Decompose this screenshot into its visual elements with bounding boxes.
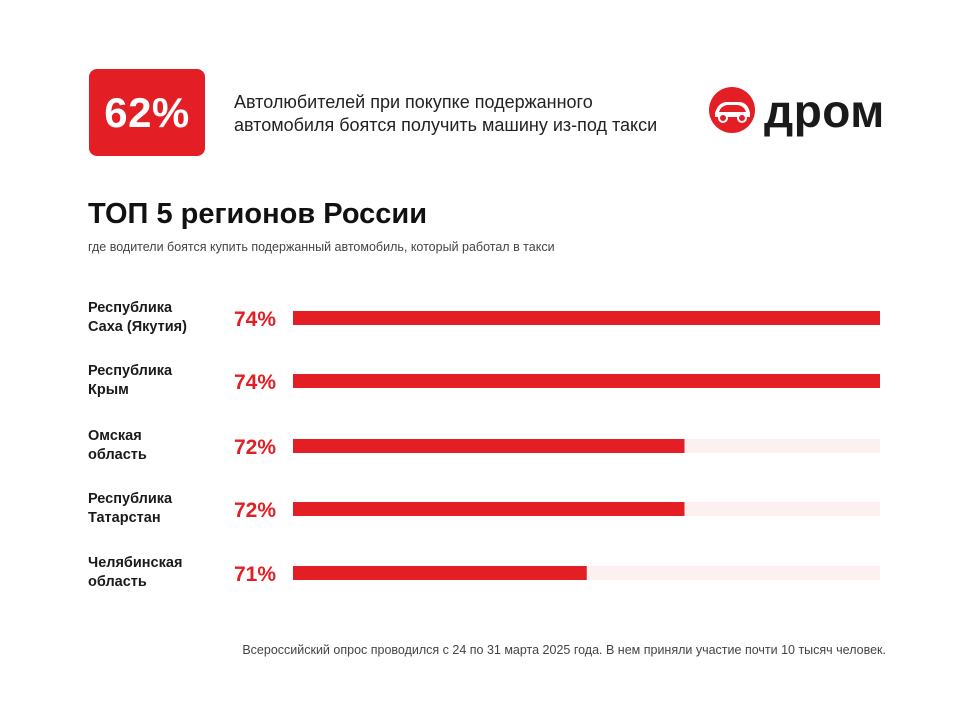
- bar: [293, 566, 587, 580]
- footnote: Всероссийский опрос проводился с 24 по 3…: [242, 643, 886, 657]
- value-label: 74%: [234, 308, 276, 331]
- category-label: область: [88, 447, 147, 463]
- bar: [293, 502, 685, 516]
- category-label: Республика: [88, 491, 173, 507]
- bar-chart: Республика Саха (Якутия) 74% Республика Крым…: [88, 300, 880, 590]
- value-label: 72%: [234, 499, 276, 522]
- category-label: Саха (Якутия): [88, 319, 187, 335]
- category-label: Омская: [88, 428, 142, 444]
- value-label: 72%: [234, 436, 276, 459]
- chart-title: ТОП 5 регионов России: [88, 198, 428, 230]
- headline-stat-text: Автолюбителей при покупке подержанного а…: [234, 92, 658, 135]
- bar: [293, 374, 880, 388]
- headline-stat-value: 62%: [104, 88, 190, 136]
- category-label: Челябинская: [88, 555, 182, 571]
- value-label: 74%: [234, 371, 276, 394]
- headline-stat-badge: 62%: [89, 69, 205, 156]
- brand-logo: дром: [706, 85, 890, 138]
- category-label: область: [88, 574, 147, 590]
- category-label: Татарстан: [88, 510, 161, 526]
- category-label: Крым: [88, 382, 129, 398]
- brand-name: дром: [764, 85, 885, 137]
- category-label: Республика: [88, 363, 173, 379]
- value-label: 71%: [234, 563, 276, 586]
- bar: [293, 439, 685, 453]
- category-label: Республика: [88, 300, 173, 316]
- bar: [293, 311, 880, 325]
- brand-logo-icon: [709, 87, 755, 133]
- chart-subtitle: где водители боятся купить подержанный а…: [88, 240, 555, 254]
